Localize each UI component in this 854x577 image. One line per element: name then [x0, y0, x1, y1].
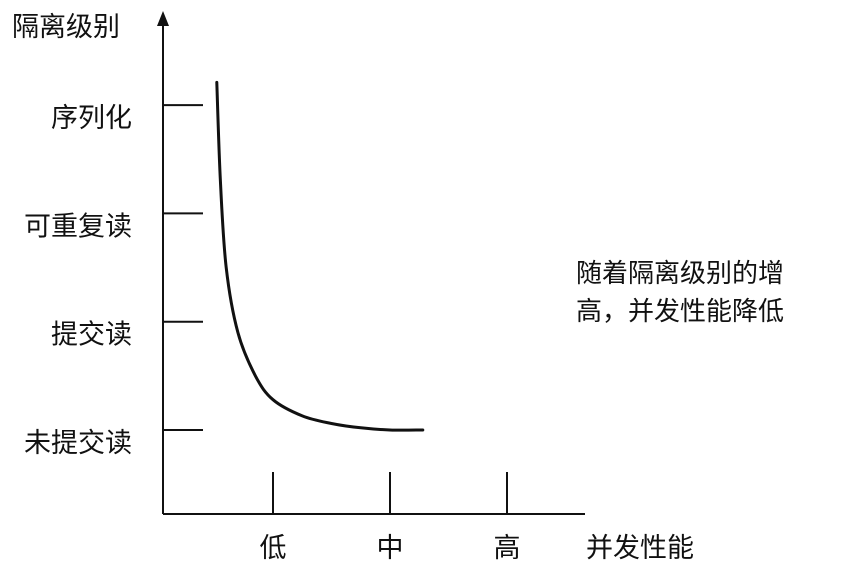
- y-tick-label: 序列化: [51, 103, 132, 134]
- x-tick-label: 高: [494, 533, 521, 564]
- y-tick-label: 未提交读: [24, 428, 132, 459]
- x-tick-label: 低: [260, 533, 287, 564]
- y-ticks: 未提交读 提交读 可重复读 序列化: [24, 103, 203, 459]
- isolation-concurrency-curve: [215, 80, 425, 432]
- y-tick-label: 可重复读: [24, 211, 132, 242]
- x-ticks: 低中高: [260, 472, 521, 564]
- y-tick-label: 提交读: [51, 320, 132, 351]
- annotation-line-1: 随着隔离级别的增: [576, 259, 784, 289]
- y-axis-title: 隔离级别: [12, 12, 120, 43]
- annotation-line-2: 高，并发性能降低: [576, 297, 784, 327]
- x-tick-label: 中: [377, 533, 404, 564]
- x-axis-title: 并发性能: [586, 533, 694, 564]
- y-axis-arrowhead: [157, 11, 169, 26]
